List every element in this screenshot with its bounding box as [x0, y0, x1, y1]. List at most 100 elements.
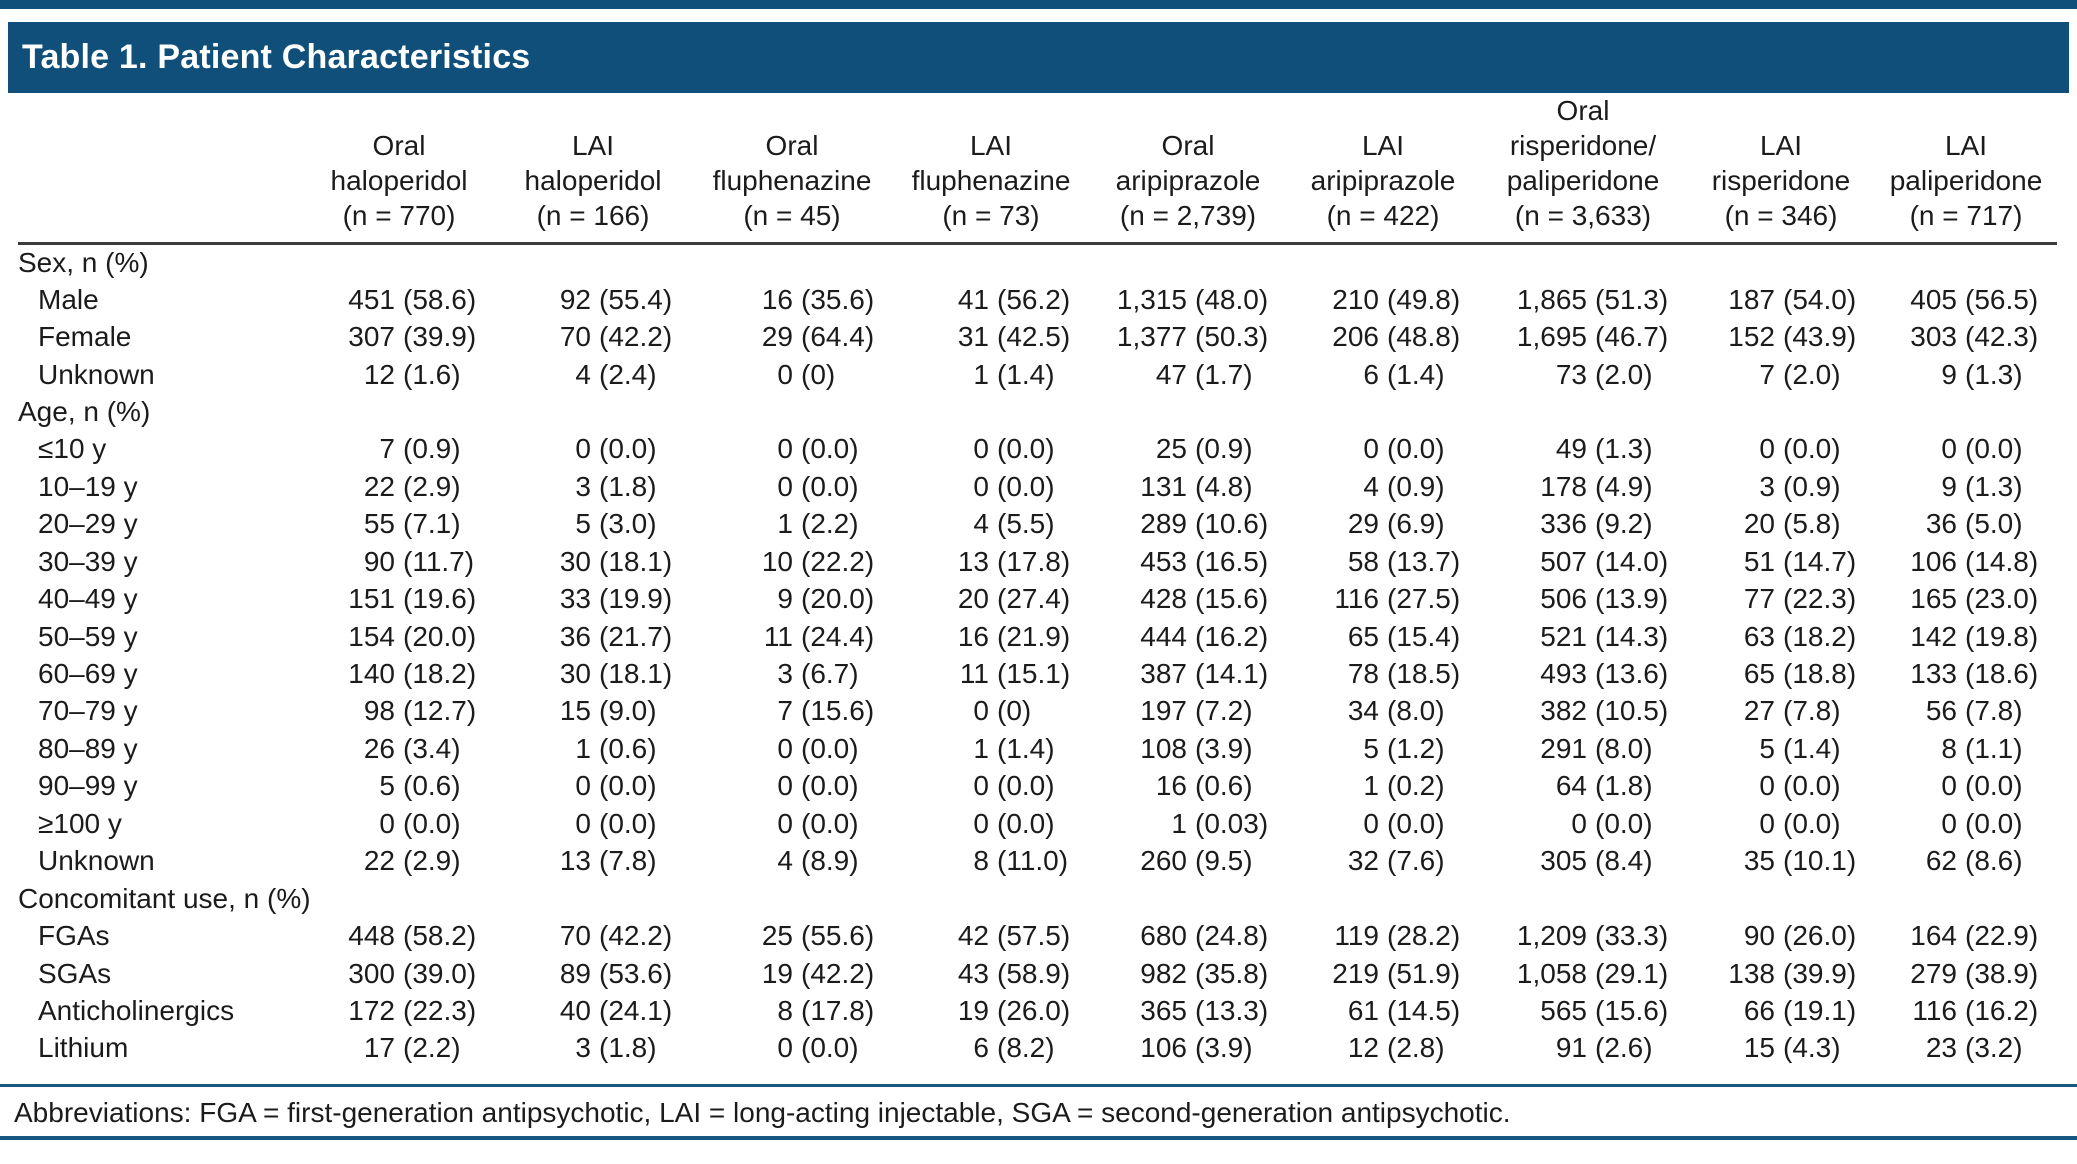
table-title: Table 1. Patient Characteristics — [22, 38, 531, 76]
value-cell: 47 (1.7) — [1089, 356, 1287, 393]
percent-value: (29.1) — [1595, 957, 1669, 989]
percent-value: (15.6) — [801, 695, 875, 727]
count-value: 387 — [1140, 658, 1187, 690]
value-cell: 0 (0.0) — [1687, 768, 1875, 805]
value-cell: 4 (2.4) — [495, 356, 691, 393]
percent-value: (1.8) — [599, 1032, 657, 1064]
section-label: Concomitant use, n (%) — [18, 882, 311, 914]
value-cell: 172 (22.3) — [303, 992, 495, 1029]
count-value: 5 — [379, 770, 395, 802]
count-value: 507 — [1540, 545, 1587, 577]
count-value: 40 — [559, 994, 591, 1026]
value-cell: 11 (15.1) — [893, 655, 1089, 692]
count-value: 30 — [559, 545, 591, 577]
percent-value: (0.6) — [403, 770, 461, 802]
value-cell: 35 (10.1) — [1687, 843, 1875, 880]
value-cell: 5 (1.2) — [1287, 730, 1479, 767]
row-label: Lithium — [38, 1032, 129, 1064]
percent-value: (5.8) — [1783, 508, 1841, 540]
row-label: ≤10 y — [38, 433, 107, 465]
count-value: 0 — [973, 770, 989, 802]
value-cell: 30 (18.1) — [495, 543, 691, 580]
percent-value: (3.9) — [1195, 1032, 1253, 1064]
count-value: 133 — [1910, 658, 1957, 690]
value-cell: 0 (0.0) — [691, 468, 893, 505]
count-value: 34 — [1347, 695, 1379, 727]
percent-value: (1.3) — [1965, 470, 2023, 502]
value-cell: 63 (18.2) — [1687, 618, 1875, 655]
percent-value: (0) — [997, 695, 1032, 727]
header-row: Oral haloperidol (n = 770) LAI haloperidol (n… — [18, 93, 2057, 245]
count-value: 0 — [777, 358, 793, 390]
percent-value: (3.4) — [403, 732, 461, 764]
percent-value: (58.6) — [403, 283, 477, 315]
percent-value: (14.1) — [1195, 658, 1269, 690]
row-label: SGAs — [38, 957, 112, 989]
count-value: 9 — [777, 583, 793, 615]
table-row: 30–39 y 90 (11.7) 30 (18.1) 10 (22.2) 13 (17.8) 4… — [18, 543, 2057, 580]
percent-value: (0.0) — [801, 770, 859, 802]
percent-value: (1.4) — [997, 732, 1055, 764]
value-cell: 1 (0.6) — [495, 730, 691, 767]
bottom-rule — [0, 1136, 2077, 1140]
percent-value: (18.8) — [1783, 658, 1857, 690]
count-value: 0 — [1941, 807, 1957, 839]
percent-value: (28.2) — [1387, 920, 1461, 952]
value-cell: 1,315 (48.0) — [1089, 281, 1287, 318]
column-header-line: LAI — [1361, 130, 1405, 161]
count-value: 13 — [957, 545, 989, 577]
count-value: 15 — [559, 695, 591, 727]
count-value: 165 — [1910, 583, 1957, 615]
count-value: 0 — [1363, 433, 1379, 465]
percent-value: (13.3) — [1195, 994, 1269, 1026]
count-value: 289 — [1140, 508, 1187, 540]
percent-value: (4.8) — [1195, 470, 1253, 502]
value-cell: 7 (0.9) — [303, 431, 495, 468]
percent-value: (1.8) — [1595, 770, 1653, 802]
count-value: 197 — [1140, 695, 1187, 727]
count-value: 70 — [559, 321, 591, 353]
value-cell: 307 (39.9) — [303, 318, 495, 355]
count-value: 1 — [973, 732, 989, 764]
value-cell: 0 (0.0) — [691, 730, 893, 767]
value-cell: 453 (16.5) — [1089, 543, 1287, 580]
count-value: 1 — [1171, 807, 1187, 839]
table-row: 90–99 y 5 (0.6) 0 (0.0) 0 (0.0) 0 (0.0) 16 (0.6) 1(… — [18, 768, 2057, 805]
count-value: 1,695 — [1516, 321, 1587, 353]
count-value: 142 — [1910, 620, 1957, 652]
count-value: 49 — [1555, 433, 1587, 465]
percent-value: (2.2) — [801, 508, 859, 540]
value-cell: 4 (0.9) — [1287, 468, 1479, 505]
table-row: Lithium 17 (2.2) 3 (1.8) 0 (0.0) 6 (8.2) 106 (3.9)… — [18, 1030, 2057, 1067]
percent-value: (39.9) — [403, 321, 477, 353]
value-cell: 0 (0.0) — [1287, 805, 1479, 842]
count-value: 4 — [777, 845, 793, 877]
count-value: 29 — [761, 321, 793, 353]
percent-value: (1.1) — [1965, 732, 2023, 764]
row-label: Male — [38, 283, 99, 315]
percent-value: (3.9) — [1195, 732, 1253, 764]
value-cell: 66 (19.1) — [1687, 992, 1875, 1029]
percent-value: (9.2) — [1595, 508, 1653, 540]
row-label: Anticholinergics — [38, 994, 235, 1026]
value-cell: 448 (58.2) — [303, 917, 495, 954]
footnote: Abbreviations: FGA = first-generation an… — [14, 1097, 1511, 1128]
count-value: 0 — [1759, 770, 1775, 802]
value-cell: 90 (26.0) — [1687, 917, 1875, 954]
percent-value: (8.0) — [1595, 732, 1653, 764]
count-value: 23 — [1925, 1032, 1957, 1064]
count-value: 8 — [1941, 732, 1957, 764]
value-cell: 32 (7.6) — [1287, 843, 1479, 880]
column-header-line: paliperidone — [1889, 165, 2043, 196]
count-value: 0 — [777, 470, 793, 502]
percent-value: (42.2) — [599, 321, 673, 353]
value-cell: 0 (0.0) — [893, 768, 1089, 805]
percent-value: (24.8) — [1195, 920, 1269, 952]
count-value: 0 — [1571, 807, 1587, 839]
percent-value: (8.4) — [1595, 845, 1653, 877]
row-label: 80–89 y — [38, 732, 138, 764]
value-cell: 3 (1.8) — [495, 468, 691, 505]
percent-value: (38.9) — [1965, 957, 2039, 989]
percent-value: (16.5) — [1195, 545, 1269, 577]
percent-value: (1.7) — [1195, 358, 1253, 390]
